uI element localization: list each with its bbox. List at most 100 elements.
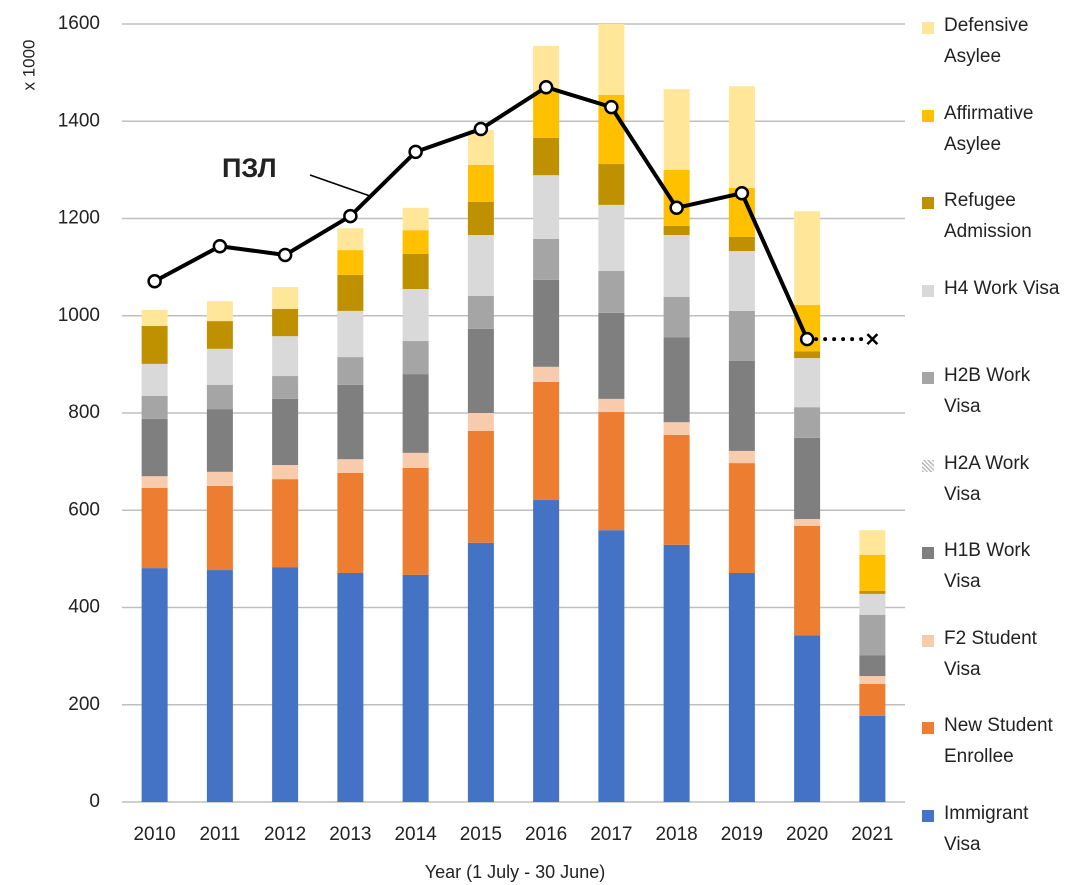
bar-segment <box>794 437 821 520</box>
bar-segment <box>272 308 299 337</box>
x-tick-label: 2014 <box>394 824 437 845</box>
legend-label: Immigrant Visa <box>944 802 1029 855</box>
bar-segment <box>598 312 625 399</box>
legend-swatch <box>922 109 934 122</box>
bar-segment <box>206 570 233 802</box>
bar-segment <box>728 360 755 451</box>
bar-segment <box>794 525 821 636</box>
bar-segment <box>402 452 429 468</box>
bar-segment <box>533 137 560 176</box>
x-tick-label: 2021 <box>851 824 893 845</box>
legend-item: H2A Work Visa <box>922 453 1082 510</box>
x-tick-label: 2017 <box>590 824 632 845</box>
bar-segment <box>467 542 494 802</box>
line-marker <box>277 247 293 263</box>
bar-segment <box>859 554 886 591</box>
y-tick-label: 200 <box>68 694 100 715</box>
legend-swatch <box>922 634 934 647</box>
bar-segment <box>533 279 560 367</box>
y-tick-label: 1400 <box>58 110 100 131</box>
legend-swatch <box>922 459 934 472</box>
y-tick-label: 600 <box>68 499 100 520</box>
legend-swatch <box>922 547 934 559</box>
bar-segment <box>402 230 429 254</box>
bar-segment <box>794 351 821 359</box>
bar-segment <box>859 683 886 716</box>
bar-segment <box>206 348 233 385</box>
legend-label: New Student Enrollee <box>944 715 1053 767</box>
bar-segment <box>598 271 625 313</box>
bar-segment <box>794 407 821 438</box>
bar-segment <box>794 358 821 408</box>
bar-segment <box>533 500 560 802</box>
bar-segment <box>272 479 299 568</box>
bar-segment <box>663 89 690 170</box>
bar-segment <box>663 337 690 423</box>
bar-segment <box>467 413 494 431</box>
bar-segment <box>272 465 299 480</box>
legend-item: F2 Student Visa <box>922 628 1082 685</box>
bar-segment <box>141 568 168 802</box>
bar-segment <box>728 86 755 188</box>
bar-segment <box>337 472 364 573</box>
bar-segment <box>467 165 494 202</box>
bar-segment <box>663 225 690 236</box>
bar-segment <box>794 635 821 802</box>
bar-segment <box>402 207 429 231</box>
legend-swatch <box>922 197 934 209</box>
bar-segment <box>402 574 429 802</box>
bar-segment <box>402 374 429 453</box>
legend-label: Defensive Asylee <box>944 15 1029 67</box>
y-tick-label: 400 <box>68 597 100 618</box>
bar-segment <box>272 398 299 466</box>
legend-item: Refugee Admission <box>922 190 1082 247</box>
bar-segment <box>206 471 233 486</box>
bar-segment <box>206 485 233 571</box>
legend-item: Defensive Asylee <box>922 15 1082 72</box>
line-marker <box>538 79 554 95</box>
bar-segment <box>663 434 690 545</box>
line-marker <box>408 144 423 160</box>
bar-segment <box>337 250 364 275</box>
line-marker <box>604 99 619 115</box>
bar-segment <box>794 519 821 526</box>
x-tick-label: 2011 <box>199 824 240 845</box>
bar-segment <box>337 459 364 473</box>
bar-segment <box>859 530 886 555</box>
bar-segment <box>402 289 429 342</box>
line-marker <box>799 331 815 347</box>
legend-label: H1B Work Visa <box>944 540 1031 592</box>
bar-segment <box>663 296 690 338</box>
bar-segment <box>141 309 168 326</box>
bar-segment <box>141 476 168 488</box>
bar-segment <box>728 450 755 464</box>
legend-label: F2 Student Visa <box>944 627 1037 680</box>
bar-segment <box>663 235 690 297</box>
bar-segment <box>337 384 364 460</box>
bar-segment <box>859 676 886 684</box>
bar-segment <box>728 236 755 252</box>
bar-segment <box>533 92 560 138</box>
x-tick-label: 2015 <box>460 824 502 845</box>
x-tick-label: 2016 <box>525 824 567 845</box>
bar-segment <box>337 310 364 358</box>
legend-swatch <box>922 284 934 297</box>
bar-segment <box>728 572 755 802</box>
projection-marker <box>866 333 879 345</box>
y-tick-label: 1000 <box>58 305 100 326</box>
bar-segment <box>272 336 299 377</box>
line-marker <box>343 208 358 224</box>
bar-segment <box>467 328 494 413</box>
line-marker <box>212 238 228 254</box>
bar-segment <box>598 412 625 531</box>
x-tick-label: 2018 <box>655 824 697 845</box>
bar-segment <box>467 430 494 543</box>
bar-segment <box>728 310 755 361</box>
y-tick-label: 1600 <box>58 13 100 34</box>
legend-swatch <box>922 722 934 734</box>
bar-segment <box>272 376 299 399</box>
bar-segment <box>859 590 886 594</box>
bar-segment <box>859 614 886 656</box>
